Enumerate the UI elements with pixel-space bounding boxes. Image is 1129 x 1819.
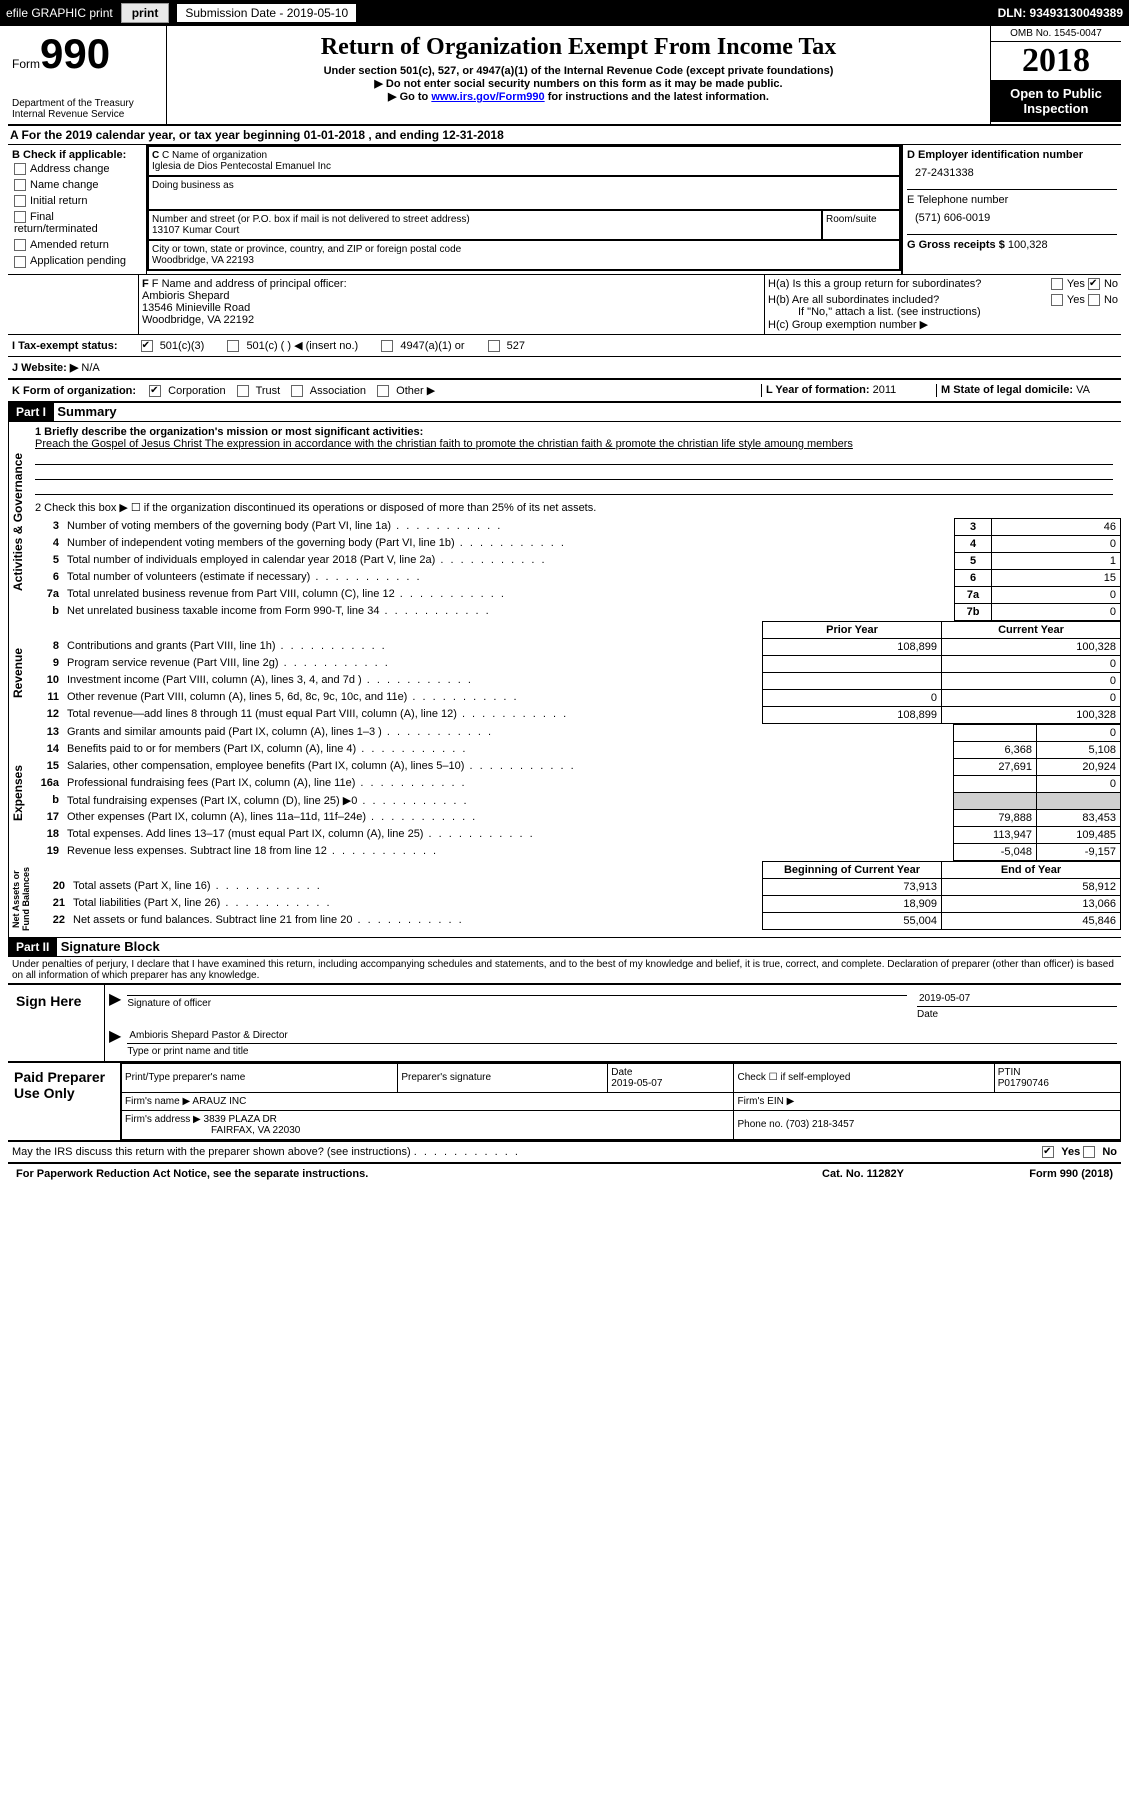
tab-netassets: Net Assets orFund Balances xyxy=(8,861,33,937)
tab-expenses: Expenses xyxy=(8,724,27,861)
501c-checkbox[interactable] xyxy=(227,340,239,352)
paid-preparer-table: Print/Type preparer's name Preparer's si… xyxy=(121,1063,1121,1140)
ha-no-checkbox[interactable] xyxy=(1088,278,1100,290)
ha-yes-checkbox[interactable] xyxy=(1051,278,1063,290)
checkbox[interactable] xyxy=(14,179,26,191)
omb-number: OMB No. 1545-0047 xyxy=(991,26,1121,42)
row-i: I Tax-exempt status: 501(c)(3) 501(c) ( … xyxy=(8,335,1121,357)
dln: DLN: 93493130049389 xyxy=(998,6,1123,20)
checkbox[interactable] xyxy=(14,256,26,268)
line-a: A For the 2019 calendar year, or tax yea… xyxy=(8,126,1121,145)
netassets-table: Beginning of Current YearEnd of Year20To… xyxy=(33,861,1121,930)
ptin: P01790746 xyxy=(998,1078,1049,1089)
org-name: Iglesia de Dios Pentecostal Emanuel Inc xyxy=(152,161,896,172)
part2-header: Part II Signature Block xyxy=(8,937,1121,957)
row-m: M State of legal domicile: VA xyxy=(936,384,1121,397)
col-b-label: B Check if applicable: xyxy=(12,149,142,161)
ein: 27-2431338 xyxy=(907,161,1117,189)
submission-date: Submission Date - 2019-05-10 xyxy=(177,4,356,22)
hb-no-checkbox[interactable] xyxy=(1088,294,1100,306)
firm-address: Firm's address ▶ 3839 PLAZA DR FAIRFAX, … xyxy=(122,1110,734,1139)
discuss-row: May the IRS discuss this return with the… xyxy=(8,1142,1121,1164)
discuss-yes-checkbox[interactable] xyxy=(1042,1146,1054,1158)
subtitle-1: Under section 501(c), 527, or 4947(a)(1)… xyxy=(171,65,986,77)
efile-label: efile GRAPHIC print xyxy=(6,6,113,20)
revenue-table: Prior YearCurrent Year8Contributions and… xyxy=(27,621,1121,724)
telephone: (571) 606-0019 xyxy=(907,206,1117,234)
checkbox[interactable] xyxy=(14,163,26,175)
column-f: F F Name and address of principal office… xyxy=(139,275,765,334)
expenses-table: 13Grants and similar amounts paid (Part … xyxy=(27,724,1121,861)
firm-name: ARAUZ INC xyxy=(192,1096,246,1107)
sign-here-block: Sign Here ▶ Signature of officer 2019-05… xyxy=(8,983,1121,1063)
501c3-checkbox[interactable] xyxy=(141,340,153,352)
revenue-section: Revenue Prior YearCurrent Year8Contribut… xyxy=(8,621,1121,724)
org-street: 13107 Kumar Court xyxy=(152,225,818,236)
row-f-h: F F Name and address of principal office… xyxy=(8,275,1121,335)
row-k: K Form of organization: Corporation Trus… xyxy=(8,384,761,397)
paid-preparer-label: Paid Preparer Use Only xyxy=(8,1063,121,1140)
page-footer: For Paperwork Reduction Act Notice, see … xyxy=(8,1164,1121,1184)
line2-text: 2 Check this box ▶ ☐ if the organization… xyxy=(35,501,1113,514)
row-l: L Year of formation: 2011 xyxy=(761,384,936,397)
arrow-icon: ▶ xyxy=(109,989,121,1020)
netassets-section: Net Assets orFund Balances Beginning of … xyxy=(8,861,1121,937)
part1-body: Activities & Governance 1 Briefly descri… xyxy=(8,422,1121,621)
discuss-no-checkbox[interactable] xyxy=(1083,1146,1095,1158)
527-checkbox[interactable] xyxy=(488,340,500,352)
tab-activities: Activities & Governance xyxy=(8,422,27,621)
preparer-date: 2019-05-07 xyxy=(611,1078,662,1089)
officer-addr1: 13546 Minieville Road xyxy=(142,302,761,314)
form-number: 990 xyxy=(40,30,110,77)
subtitle-3: ▶ Go to www.irs.gov/Form990 for instruct… xyxy=(171,90,986,103)
checkbox[interactable] xyxy=(14,211,26,223)
part1-header: Part I Summary xyxy=(8,402,1121,422)
column-d-to-g: D Employer identification number 27-2431… xyxy=(901,145,1121,274)
governance-table: 3Number of voting members of the governi… xyxy=(27,518,1121,621)
checkbox[interactable] xyxy=(14,239,26,251)
sign-date: 2019-05-07 xyxy=(917,991,1117,1007)
trust-checkbox[interactable] xyxy=(237,385,249,397)
firm-phone: (703) 218-3457 xyxy=(786,1119,854,1130)
org-city: Woodbridge, VA 22193 xyxy=(152,255,896,266)
row-klm: K Form of organization: Corporation Trus… xyxy=(8,380,1121,402)
column-h: H(a) Is this a group return for subordin… xyxy=(765,275,1121,334)
print-button[interactable]: print xyxy=(121,3,170,23)
arrow-icon: ▶ xyxy=(109,1026,121,1057)
sign-here-label: Sign Here xyxy=(8,985,105,1061)
assoc-checkbox[interactable] xyxy=(291,385,303,397)
row-j: J Website: ▶ N/A xyxy=(8,357,1121,380)
paid-preparer-block: Paid Preparer Use Only Print/Type prepar… xyxy=(8,1063,1121,1142)
officer-printed-name: Ambioris Shepard Pastor & Director xyxy=(127,1028,1117,1044)
other-checkbox[interactable] xyxy=(377,385,389,397)
corp-checkbox[interactable] xyxy=(149,385,161,397)
perjury-declaration: Under penalties of perjury, I declare th… xyxy=(8,957,1121,983)
mission-text: Preach the Gospel of Jesus Christ The ex… xyxy=(35,438,1113,450)
checkbox[interactable] xyxy=(14,195,26,207)
hb-yes-checkbox[interactable] xyxy=(1051,294,1063,306)
column-b: B Check if applicable: Address changeNam… xyxy=(8,145,147,274)
4947-checkbox[interactable] xyxy=(381,340,393,352)
section-b-to-g: B Check if applicable: Address changeNam… xyxy=(8,145,1121,275)
tax-year: 2018 xyxy=(991,42,1121,80)
irs-label: Internal Revenue Service xyxy=(12,109,162,120)
form990-link[interactable]: www.irs.gov/Form990 xyxy=(431,91,544,103)
ein-label: D Employer identification number xyxy=(907,149,1083,161)
top-bar: efile GRAPHIC print print Submission Dat… xyxy=(0,0,1129,26)
tab-revenue: Revenue xyxy=(8,621,27,724)
open-inspection: Open to Public Inspection xyxy=(991,80,1121,122)
dept-treasury: Department of the Treasury xyxy=(12,98,162,109)
form-header: Form990 Department of the Treasury Inter… xyxy=(8,26,1121,126)
form-label: Form xyxy=(12,57,40,71)
officer-addr2: Woodbridge, VA 22192 xyxy=(142,314,761,326)
officer-signature-line[interactable] xyxy=(127,991,907,996)
subtitle-2: ▶ Do not enter social security numbers o… xyxy=(171,77,986,90)
expenses-section: Expenses 13Grants and similar amounts pa… xyxy=(8,724,1121,861)
form-title: Return of Organization Exempt From Incom… xyxy=(171,34,986,61)
tel-label: E Telephone number xyxy=(907,189,1117,206)
column-c: C C Name of organization Iglesia de Dios… xyxy=(147,145,901,274)
self-employed-check[interactable]: Check ☐ if self-employed xyxy=(734,1063,994,1092)
gross-receipts: 100,328 xyxy=(1008,239,1048,251)
officer-name: Ambioris Shepard xyxy=(142,290,761,302)
